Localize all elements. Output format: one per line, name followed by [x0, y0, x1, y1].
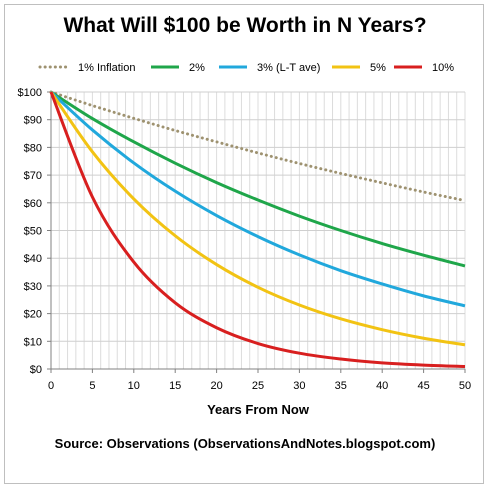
legend-label: 2% [189, 62, 205, 74]
legend-label: 1% Inflation [78, 62, 135, 74]
x-tick-label: 45 [417, 380, 429, 392]
legend-label: 10% [432, 62, 454, 74]
y-tick-label: $70 [24, 170, 42, 182]
y-tick-label: $80 [24, 142, 42, 154]
x-tick-label: 5 [89, 380, 95, 392]
y-tick-label: $90 [24, 115, 42, 127]
y-tick-label: $0 [30, 364, 42, 376]
x-tick-label: 30 [293, 380, 305, 392]
series-layer [49, 90, 467, 369]
x-tick-label: 35 [335, 380, 347, 392]
legend: 1% Inflation 2% 3% (L-T ave) 5% 10% [38, 62, 454, 74]
y-tick-label: $60 [24, 198, 42, 210]
legend-item-1: 1% Inflation [38, 62, 135, 74]
x-tick-label: 15 [169, 380, 181, 392]
axis-layer: $0 $10 $20 $30 $40 $50 $60 $70 $80 $90 $100 0 5 10 15 2… [18, 87, 472, 392]
series-line-5 [49, 91, 466, 369]
legend-item-2: 2% [151, 62, 205, 74]
x-axis-label: Years From Now [207, 402, 310, 417]
legend-item-5: 10% [394, 62, 454, 74]
y-tick-label: $30 [24, 281, 42, 293]
series-line-1 [49, 90, 467, 203]
x-tick-label: 0 [48, 380, 54, 392]
series-line-3 [49, 90, 466, 308]
y-tick-label: $10 [24, 336, 42, 348]
y-tick-label: $40 [24, 253, 42, 265]
grid-layer [50, 91, 466, 370]
legend-item-3: 3% (L-T ave) [219, 62, 320, 74]
x-tick-label: 10 [128, 380, 140, 392]
y-tick-label: $50 [24, 226, 42, 238]
y-tick-label: $100 [18, 87, 42, 99]
x-tick-label: 40 [376, 380, 388, 392]
legend-label: 5% [370, 62, 386, 74]
legend-label: 3% (L-T ave) [257, 62, 320, 74]
series-line-2 [50, 90, 466, 268]
x-tick-label: 50 [459, 380, 471, 392]
series-line-4 [49, 91, 466, 347]
source-note: Source: Observations (ObservationsAndNot… [54, 436, 436, 451]
x-tick-label: 20 [210, 380, 222, 392]
chart-title: What Will $100 be Worth in N Years? [63, 14, 427, 37]
y-tick-label: $20 [24, 309, 42, 321]
x-tick-label: 25 [252, 380, 264, 392]
legend-item-4: 5% [332, 62, 386, 74]
